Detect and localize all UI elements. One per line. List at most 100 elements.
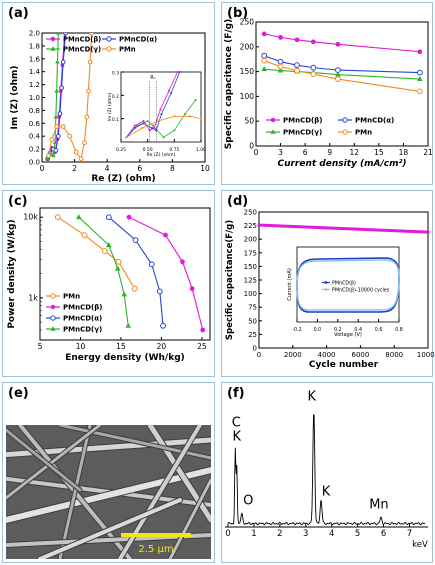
c-legend-marker	[50, 293, 56, 299]
c-point-0	[101, 248, 108, 254]
f-xtick-label: 7	[407, 529, 412, 539]
d-point	[325, 226, 329, 230]
a-ytick-label: 0.8	[29, 107, 40, 115]
panel-label-e: (e)	[8, 386, 29, 401]
d-point	[333, 226, 337, 230]
a-ytick-label: 2.0	[29, 30, 40, 38]
a-inset-point-0	[146, 120, 149, 122]
a-inset-xtick-label: 0.50	[143, 147, 153, 153]
b-ylabel: Specific capacitance (F/g)	[224, 19, 234, 149]
a-inset-point-1	[159, 108, 162, 111]
b-point-0	[310, 39, 316, 45]
a-ytick-label: 0.6	[29, 120, 41, 128]
d-point	[294, 225, 298, 229]
b-point-2	[277, 67, 284, 73]
d-point	[378, 228, 382, 232]
c-axes-frame	[39, 207, 211, 341]
b-point-0	[294, 37, 300, 43]
b-xtick-label: 6	[303, 148, 308, 157]
b-series-line-1	[264, 55, 420, 74]
d-point	[268, 224, 272, 228]
d-point	[336, 226, 340, 230]
f-peak-label-K: K	[308, 389, 317, 404]
d-point	[308, 225, 312, 229]
c-point-3	[121, 291, 127, 297]
c-series-line-0	[57, 216, 136, 289]
c-point-3	[76, 214, 82, 220]
d-ylabel: Specific capacitance(F/g)	[225, 220, 235, 340]
b-point-0	[261, 31, 267, 37]
d-inset-legend-label: PMnCD(β)	[332, 280, 356, 286]
d-point	[313, 225, 317, 229]
c-point-2	[148, 261, 155, 268]
b-point-3	[310, 71, 317, 77]
d-point	[398, 229, 402, 233]
d-point	[260, 223, 264, 227]
panel-label-c: (c)	[8, 194, 28, 209]
a-inset-point-2	[178, 71, 181, 73]
a-xtick-label: 0	[40, 164, 45, 173]
f-peak-label-K: K	[322, 485, 331, 500]
b-point-1	[294, 62, 300, 69]
c-point-0	[81, 232, 88, 238]
panel-f	[221, 382, 433, 563]
c-point-3	[125, 322, 132, 328]
f-peak-label-O: O	[243, 493, 253, 508]
a-inset-point-2	[133, 127, 136, 129]
a-legend-marker	[106, 36, 112, 42]
d-inset-xtick-label: 0.4	[354, 327, 362, 333]
d-inset-xtick-label: 0.6	[375, 327, 383, 333]
a-inset-frame	[120, 71, 202, 143]
a-point-1	[55, 133, 61, 139]
d-point	[257, 223, 261, 227]
d-point	[409, 229, 413, 233]
d-ytick-label: 200	[244, 236, 257, 244]
d-point	[305, 225, 309, 229]
d-point	[274, 224, 278, 228]
b-legend-marker	[270, 117, 276, 123]
e-fiber	[6, 428, 82, 492]
c-point-2	[132, 237, 139, 243]
a-inset-annotation: Rₙ	[150, 75, 155, 81]
d-point	[339, 226, 343, 230]
a-ytick-label: 0.4	[29, 133, 41, 141]
f-peak-label-Mn: Mn	[369, 498, 388, 513]
a-inset-point-2	[160, 113, 163, 115]
d-ytick-label: 150	[244, 263, 257, 271]
d-point	[296, 225, 300, 229]
d-point	[316, 226, 320, 230]
b-legend-marker	[342, 129, 348, 135]
d-ytick-label: 175	[244, 249, 257, 257]
a-inset-point-0	[162, 136, 165, 139]
d-point	[423, 230, 427, 234]
b-legend-label: PMnCD(γ)	[283, 129, 322, 137]
d-point	[322, 226, 326, 230]
e-fiber	[6, 425, 102, 500]
d-xlabel: Cycle number	[309, 360, 379, 370]
a-point-3	[73, 149, 79, 155]
a-inset-curve-3	[126, 115, 202, 138]
a-inset-point-3	[157, 120, 160, 122]
a-legend-marker	[50, 46, 56, 51]
c-point-3	[114, 265, 121, 271]
d-xtick-label: 10000	[417, 351, 435, 359]
a-xtick-label: 4	[105, 164, 110, 173]
d-point	[426, 230, 430, 234]
b-ytick-label: 200	[240, 42, 255, 51]
a-xtick-label: 10	[200, 164, 210, 173]
b-point-0	[278, 34, 283, 40]
b-series-line-3	[264, 60, 420, 92]
b-ytick-label: 100	[240, 92, 255, 101]
c-point-2	[105, 214, 112, 221]
d-point	[367, 228, 371, 232]
a-inset-point-0	[194, 99, 197, 101]
a-point-3	[54, 124, 60, 129]
a-point-2	[53, 114, 59, 119]
a-point-3	[49, 137, 55, 142]
c-point-1	[126, 214, 132, 220]
d-inset-legend-label: PMnCD(β)-10000 cycles	[332, 287, 390, 293]
d-point	[387, 228, 391, 232]
f-xtick-label: 3	[303, 529, 308, 539]
a-point-3	[86, 88, 91, 94]
e-scalebar	[121, 533, 191, 537]
